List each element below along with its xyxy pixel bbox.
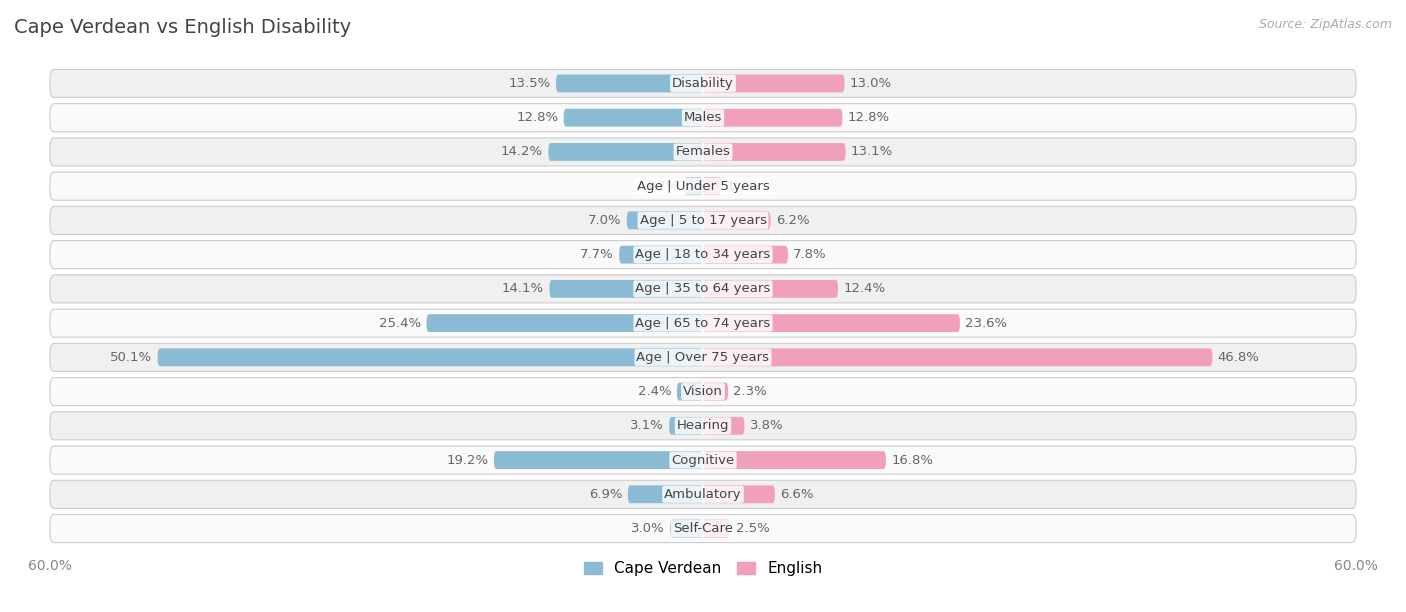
FancyBboxPatch shape [703, 382, 728, 400]
FancyBboxPatch shape [619, 246, 703, 264]
FancyBboxPatch shape [671, 520, 703, 537]
FancyBboxPatch shape [703, 246, 787, 264]
Text: Cape Verdean vs English Disability: Cape Verdean vs English Disability [14, 18, 352, 37]
FancyBboxPatch shape [157, 348, 703, 366]
FancyBboxPatch shape [703, 451, 886, 469]
FancyBboxPatch shape [703, 212, 770, 230]
Text: 6.2%: 6.2% [776, 214, 810, 227]
Text: 3.1%: 3.1% [630, 419, 664, 432]
Text: Age | Over 75 years: Age | Over 75 years [637, 351, 769, 364]
Text: Age | 5 to 17 years: Age | 5 to 17 years [640, 214, 766, 227]
Text: Age | Under 5 years: Age | Under 5 years [637, 180, 769, 193]
Text: Self-Care: Self-Care [673, 522, 733, 535]
Text: 46.8%: 46.8% [1218, 351, 1260, 364]
Text: Age | 65 to 74 years: Age | 65 to 74 years [636, 316, 770, 330]
Text: Vision: Vision [683, 385, 723, 398]
FancyBboxPatch shape [703, 417, 744, 435]
Text: Hearing: Hearing [676, 419, 730, 432]
Text: 19.2%: 19.2% [447, 453, 488, 466]
FancyBboxPatch shape [49, 206, 1357, 234]
FancyBboxPatch shape [703, 280, 838, 298]
Text: Source: ZipAtlas.com: Source: ZipAtlas.com [1258, 18, 1392, 31]
FancyBboxPatch shape [703, 314, 960, 332]
FancyBboxPatch shape [49, 138, 1357, 166]
FancyBboxPatch shape [703, 143, 845, 161]
Text: Age | 35 to 64 years: Age | 35 to 64 years [636, 282, 770, 296]
FancyBboxPatch shape [49, 515, 1357, 543]
FancyBboxPatch shape [550, 280, 703, 298]
Text: 6.9%: 6.9% [589, 488, 623, 501]
FancyBboxPatch shape [703, 177, 721, 195]
FancyBboxPatch shape [685, 177, 703, 195]
Text: Females: Females [675, 146, 731, 159]
Text: 3.0%: 3.0% [631, 522, 665, 535]
FancyBboxPatch shape [49, 172, 1357, 200]
FancyBboxPatch shape [49, 241, 1357, 269]
FancyBboxPatch shape [49, 378, 1357, 406]
Text: 1.7%: 1.7% [645, 180, 679, 193]
FancyBboxPatch shape [703, 109, 842, 127]
FancyBboxPatch shape [703, 485, 775, 503]
FancyBboxPatch shape [49, 103, 1357, 132]
Text: 2.5%: 2.5% [735, 522, 769, 535]
FancyBboxPatch shape [426, 314, 703, 332]
FancyBboxPatch shape [49, 480, 1357, 509]
Text: 7.8%: 7.8% [793, 248, 827, 261]
Text: 25.4%: 25.4% [380, 316, 420, 330]
Text: 13.1%: 13.1% [851, 146, 893, 159]
FancyBboxPatch shape [49, 69, 1357, 97]
Text: 14.2%: 14.2% [501, 146, 543, 159]
FancyBboxPatch shape [564, 109, 703, 127]
Text: 16.8%: 16.8% [891, 453, 934, 466]
Legend: Cape Verdean, English: Cape Verdean, English [578, 555, 828, 583]
Text: 3.8%: 3.8% [749, 419, 783, 432]
FancyBboxPatch shape [676, 382, 703, 400]
FancyBboxPatch shape [669, 417, 703, 435]
Text: 1.7%: 1.7% [727, 180, 761, 193]
FancyBboxPatch shape [628, 485, 703, 503]
FancyBboxPatch shape [49, 446, 1357, 474]
Text: 2.3%: 2.3% [734, 385, 768, 398]
Text: 6.6%: 6.6% [780, 488, 814, 501]
Text: 2.4%: 2.4% [638, 385, 672, 398]
Text: 50.1%: 50.1% [110, 351, 152, 364]
Text: 7.0%: 7.0% [588, 214, 621, 227]
Text: 14.1%: 14.1% [502, 282, 544, 296]
Text: Age | 18 to 34 years: Age | 18 to 34 years [636, 248, 770, 261]
FancyBboxPatch shape [703, 348, 1212, 366]
FancyBboxPatch shape [49, 309, 1357, 337]
Text: 13.0%: 13.0% [851, 77, 891, 90]
FancyBboxPatch shape [49, 275, 1357, 303]
Text: Males: Males [683, 111, 723, 124]
Text: 12.8%: 12.8% [516, 111, 558, 124]
FancyBboxPatch shape [555, 75, 703, 92]
FancyBboxPatch shape [703, 520, 730, 537]
Text: Disability: Disability [672, 77, 734, 90]
Text: Ambulatory: Ambulatory [664, 488, 742, 501]
FancyBboxPatch shape [548, 143, 703, 161]
FancyBboxPatch shape [494, 451, 703, 469]
Text: 12.4%: 12.4% [844, 282, 886, 296]
FancyBboxPatch shape [49, 343, 1357, 371]
Text: Cognitive: Cognitive [672, 453, 734, 466]
Text: 13.5%: 13.5% [509, 77, 551, 90]
Text: 7.7%: 7.7% [581, 248, 614, 261]
Text: 23.6%: 23.6% [966, 316, 1008, 330]
FancyBboxPatch shape [703, 75, 845, 92]
FancyBboxPatch shape [627, 212, 703, 230]
FancyBboxPatch shape [49, 412, 1357, 440]
Text: 12.8%: 12.8% [848, 111, 890, 124]
